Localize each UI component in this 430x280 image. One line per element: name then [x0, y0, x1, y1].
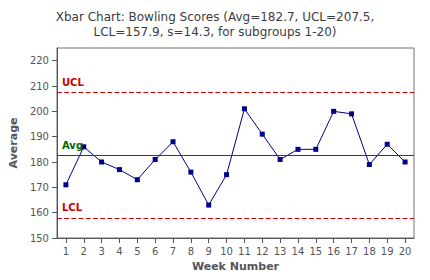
svg-text:6: 6	[152, 246, 158, 257]
svg-text:5: 5	[134, 246, 140, 257]
svg-text:11: 11	[238, 246, 251, 257]
svg-text:210: 210	[30, 81, 49, 92]
svg-text:15: 15	[309, 246, 322, 257]
svg-text:190: 190	[30, 131, 49, 142]
svg-text:1: 1	[63, 246, 69, 257]
svg-text:17: 17	[345, 246, 358, 257]
svg-text:220: 220	[30, 55, 49, 66]
svg-text:Week Number: Week Number	[192, 260, 280, 273]
svg-text:18: 18	[363, 246, 376, 257]
svg-text:LCL=157.9, s=14.3, for subgrou: LCL=157.9, s=14.3, for subgroups 1-20)	[93, 25, 336, 39]
svg-text:9: 9	[206, 246, 212, 257]
svg-text:16: 16	[327, 246, 340, 257]
svg-text:Average: Average	[7, 118, 20, 169]
svg-text:8: 8	[188, 246, 194, 257]
svg-text:13: 13	[274, 246, 287, 257]
svg-text:14: 14	[292, 246, 305, 257]
svg-text:10: 10	[220, 246, 233, 257]
svg-text:180: 180	[30, 157, 49, 168]
svg-text:160: 160	[30, 207, 49, 218]
svg-text:Xbar Chart: Bowling Scores (Av: Xbar Chart: Bowling Scores (Avg=182.7, U…	[56, 10, 375, 24]
svg-text:2: 2	[81, 246, 87, 257]
svg-text:Avg: Avg	[62, 140, 83, 151]
svg-text:3: 3	[98, 246, 104, 257]
svg-text:LCL: LCL	[62, 202, 83, 213]
svg-text:20: 20	[399, 246, 412, 257]
svg-text:150: 150	[30, 233, 49, 244]
svg-text:170: 170	[30, 182, 49, 193]
svg-text:12: 12	[256, 246, 269, 257]
svg-text:4: 4	[116, 246, 122, 257]
svg-text:200: 200	[30, 106, 49, 117]
svg-text:19: 19	[381, 246, 394, 257]
svg-text:UCL: UCL	[62, 77, 84, 88]
svg-text:7: 7	[170, 246, 176, 257]
